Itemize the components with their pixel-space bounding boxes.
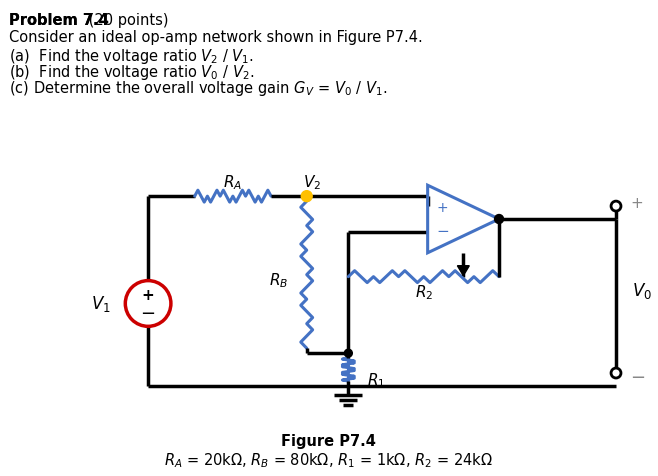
Text: (20 points): (20 points) xyxy=(84,13,168,28)
Text: $V_2$: $V_2$ xyxy=(303,172,320,191)
Text: −: − xyxy=(630,368,645,386)
Text: (b)  Find the voltage ratio $V_0$ / $V_2$.: (b) Find the voltage ratio $V_0$ / $V_2$… xyxy=(9,63,255,82)
Text: −: − xyxy=(436,224,449,239)
Circle shape xyxy=(611,368,621,378)
Text: Problem 7.4: Problem 7.4 xyxy=(9,13,109,28)
Text: Figure P7.4: Figure P7.4 xyxy=(281,433,376,448)
Circle shape xyxy=(495,215,503,224)
Text: Consider an ideal op-amp network shown in Figure P7.4.: Consider an ideal op-amp network shown i… xyxy=(9,30,423,45)
Circle shape xyxy=(344,349,352,357)
Text: +: + xyxy=(141,288,155,302)
Text: $R_1$: $R_1$ xyxy=(367,370,386,389)
Text: $R_B$: $R_B$ xyxy=(269,271,289,289)
Text: (c) Determine the overall voltage gain $G_V$ = $V_0$ / $V_1$.: (c) Determine the overall voltage gain $… xyxy=(9,79,388,98)
Text: +: + xyxy=(630,195,643,210)
Text: $R_2$: $R_2$ xyxy=(415,283,433,301)
Text: $V_0$: $V_0$ xyxy=(632,280,652,300)
Polygon shape xyxy=(457,266,469,276)
Circle shape xyxy=(611,202,621,212)
Text: −: − xyxy=(141,305,156,323)
Circle shape xyxy=(301,191,312,202)
Text: $R_A$: $R_A$ xyxy=(223,172,242,191)
Text: +: + xyxy=(437,201,448,215)
Text: $R_A$ = 20k$\Omega$, $R_B$ = 80k$\Omega$, $R_1$ = 1k$\Omega$, $R_2$ = 24k$\Omega: $R_A$ = 20k$\Omega$, $R_B$ = 80k$\Omega$… xyxy=(164,451,493,469)
Text: $V_1$: $V_1$ xyxy=(91,294,111,314)
Text: (a)  Find the voltage ratio $V_2$ / $V_1$.: (a) Find the voltage ratio $V_2$ / $V_1$… xyxy=(9,47,254,66)
Text: Problem 7.4: Problem 7.4 xyxy=(9,13,109,28)
Text: Problem 7.4 (20 points): Problem 7.4 (20 points) xyxy=(9,13,182,28)
